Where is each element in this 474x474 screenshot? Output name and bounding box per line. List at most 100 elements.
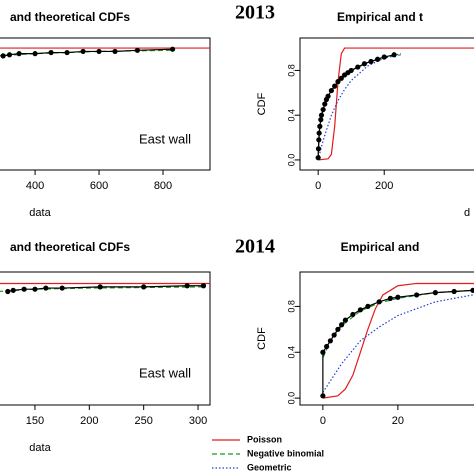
annotation: East wall [139,365,191,380]
data-point [470,287,474,293]
data-point [32,286,38,292]
data-point [112,48,118,55]
data-point [316,137,322,143]
data-point [339,322,345,328]
data-point [361,61,368,67]
x-tick-label: 250 [135,415,153,427]
data-point [318,112,325,118]
x-tick-label: 200 [80,415,98,427]
data-point [338,75,344,81]
data-point [322,101,328,107]
year-label: 2013 [235,2,275,24]
data-point [376,299,382,305]
cdf-line [322,282,474,399]
data-point [375,56,381,62]
cdf-line [322,294,473,393]
data-point [432,290,438,296]
cdf-line [322,289,473,396]
data-point [134,47,141,53]
data-point [350,311,356,318]
data-point [368,58,374,65]
y-tick-label: 0.4 [286,346,296,359]
data-point [96,48,102,55]
plot-area [315,47,474,161]
data-point [327,338,333,344]
data-point [315,146,322,152]
data-point [414,292,420,298]
data-point [335,326,341,332]
data-point [21,286,27,292]
cdf-line [7,285,204,293]
data-point [331,332,337,338]
data-point [0,53,6,59]
data-point [357,307,363,313]
plot-box [0,37,211,171]
data-point [320,349,326,355]
data-point [342,317,348,323]
y-axis-label: CDF [256,327,268,350]
panel-title: Empirical and [341,240,420,254]
data-point [80,48,86,55]
data-point [332,83,338,89]
y-tick-label: 0.0 [286,392,296,405]
x-tick-label: 150 [26,415,44,427]
data-point [320,106,326,113]
data-point [316,130,322,136]
x-tick-label: 200 [375,180,393,192]
x-tick-label: 600 [90,180,108,192]
data-point [16,51,22,57]
data-point [169,46,176,52]
x-tick-label: 0 [315,180,321,192]
annotation: East wall [139,131,191,146]
data-point [315,155,321,161]
data-point [43,285,49,291]
data-point [391,52,397,58]
y-axis-label: CDF [256,92,268,115]
data-point [184,283,190,289]
data-point [381,54,387,60]
data-point [141,284,147,290]
data-point [97,284,103,290]
legend-label: Negative binomial [247,448,324,458]
legend-label: Geometric [247,462,292,472]
x-tick-label: 20 [392,415,404,427]
data-point [320,393,326,399]
y-tick-label: 0.8 [286,300,296,313]
year-label: 2014 [235,236,275,258]
data-point [48,49,54,56]
data-point [200,283,207,289]
panel-title: and theoretical CDFs [10,10,130,24]
panel-title: Empirical and t [337,10,423,24]
data-point [328,87,334,94]
plot-area [0,46,210,59]
cdf-line [3,48,173,57]
x-axis-label: data [29,442,51,454]
cdf-line [322,289,473,359]
panel-title: and theoretical CDFs [10,240,130,254]
data-point [335,79,341,85]
data-point [317,123,323,129]
x-tick-label: 0 [320,415,326,427]
x-tick-label: 300 [189,415,207,427]
data-point [64,49,70,56]
plot-area [0,282,210,295]
data-point [387,295,393,301]
x-axis-label: d [464,207,470,219]
cdf-line [317,54,395,158]
y-tick-label: 0.4 [286,109,296,122]
data-point [318,117,324,123]
x-tick-label: 800 [154,180,172,192]
plot-box [0,271,211,406]
x-tick-label: 400 [26,180,44,192]
data-point [325,93,331,99]
data-point [324,343,330,350]
data-point [395,294,401,300]
data-point [6,52,13,58]
data-point [32,51,38,57]
data-point [365,303,371,309]
cdf-line [317,53,401,161]
plot-area [320,282,474,399]
data-point [10,287,16,293]
data-point [355,64,361,70]
